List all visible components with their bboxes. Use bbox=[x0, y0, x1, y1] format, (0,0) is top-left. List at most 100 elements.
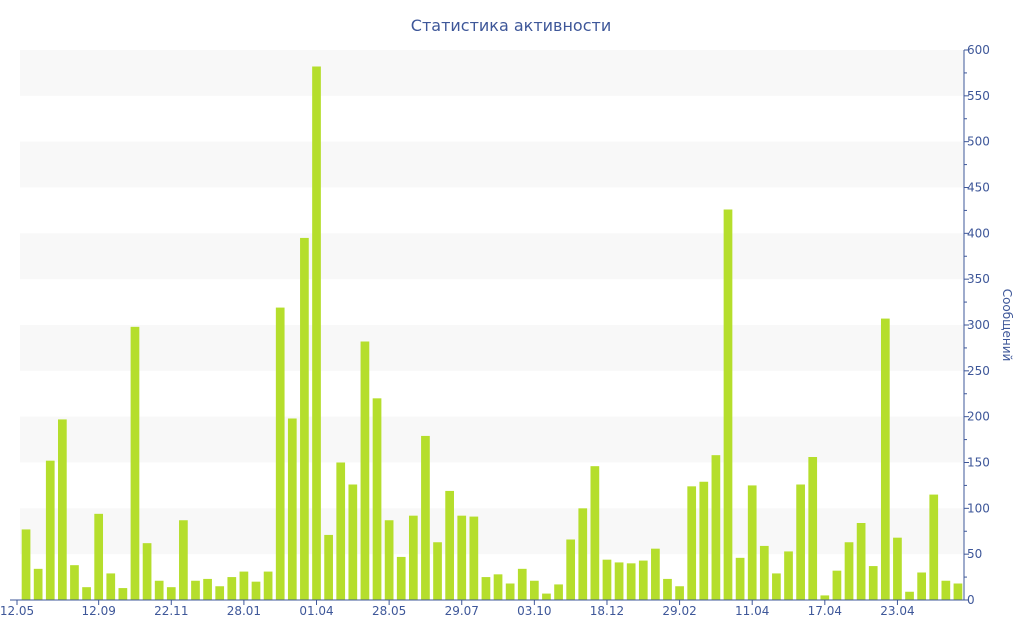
x-tick-label: 29.02 bbox=[662, 604, 696, 618]
bar bbox=[33, 568, 43, 600]
y-tick-label: 100 bbox=[967, 501, 990, 515]
y-tick-label: 350 bbox=[967, 272, 990, 286]
y-tick-label: 500 bbox=[967, 135, 990, 149]
bar bbox=[94, 513, 104, 600]
bar bbox=[457, 515, 467, 600]
grid-band bbox=[20, 508, 964, 555]
bar bbox=[808, 457, 818, 600]
bar bbox=[469, 516, 479, 600]
bar bbox=[953, 583, 963, 600]
y-axis: 0 50 100 150 200 250 300 350 400 450 500 550 600 bbox=[963, 43, 990, 607]
bar bbox=[493, 574, 503, 600]
y-axis-title: Сообщений bbox=[1000, 289, 1014, 362]
y-tick-label: 150 bbox=[967, 456, 990, 470]
bar bbox=[542, 593, 551, 600]
bar bbox=[336, 462, 346, 600]
bar bbox=[784, 551, 793, 600]
y-tick-label: 450 bbox=[967, 181, 990, 195]
bar bbox=[154, 580, 164, 600]
bar bbox=[517, 568, 527, 600]
bar bbox=[663, 578, 672, 600]
y-tick-label: 300 bbox=[967, 318, 990, 332]
bar bbox=[675, 586, 684, 600]
bar bbox=[433, 542, 442, 600]
bar bbox=[868, 566, 878, 600]
bar bbox=[239, 571, 249, 600]
y-tick-label: 250 bbox=[967, 364, 990, 378]
bar bbox=[554, 584, 563, 600]
y-tick-label: 200 bbox=[967, 410, 990, 424]
bar bbox=[348, 484, 358, 600]
bar bbox=[263, 571, 273, 600]
x-tick-label: 29.07 bbox=[445, 604, 479, 618]
x-tick-label: 28.05 bbox=[372, 604, 406, 618]
bar bbox=[275, 307, 285, 600]
chart-title: Статистика активности bbox=[411, 16, 611, 35]
x-axis: 12.05 12.09 22.11 28.01 01.04 28.05 29.07 03.10… bbox=[0, 599, 964, 618]
bar bbox=[215, 586, 225, 600]
bar bbox=[142, 543, 152, 600]
bar bbox=[651, 548, 660, 600]
bar bbox=[687, 486, 697, 600]
bar bbox=[590, 466, 600, 600]
bar bbox=[638, 560, 648, 600]
bar bbox=[832, 570, 842, 600]
x-tick-label: 12.09 bbox=[81, 604, 115, 618]
bar bbox=[421, 435, 430, 600]
bar bbox=[941, 580, 951, 600]
bar bbox=[614, 562, 624, 600]
grid-band bbox=[20, 141, 964, 188]
bar bbox=[130, 326, 140, 600]
bar bbox=[106, 573, 116, 600]
grid-band bbox=[20, 416, 964, 463]
bar bbox=[844, 542, 854, 600]
bar bbox=[58, 419, 67, 600]
bar bbox=[179, 520, 188, 600]
bar bbox=[118, 588, 128, 600]
bar bbox=[929, 494, 939, 600]
bar bbox=[566, 539, 576, 600]
y-tick-label: 400 bbox=[967, 226, 990, 240]
y-tick-label: 550 bbox=[967, 89, 990, 103]
bar bbox=[723, 209, 733, 600]
bar bbox=[324, 534, 333, 600]
x-tick-label: 11.04 bbox=[735, 604, 769, 618]
x-tick-label: 23.04 bbox=[880, 604, 914, 618]
bar bbox=[408, 515, 418, 600]
bar bbox=[70, 565, 79, 600]
x-tick-label: 22.11 bbox=[154, 604, 188, 618]
bar bbox=[287, 418, 297, 600]
grid-bands bbox=[20, 50, 964, 555]
bar bbox=[711, 455, 721, 600]
x-tick-label: 18.12 bbox=[590, 604, 624, 618]
bar bbox=[300, 237, 309, 601]
bar bbox=[626, 563, 636, 600]
bar bbox=[21, 529, 31, 600]
bar bbox=[530, 580, 539, 600]
y-tick-label: 50 bbox=[967, 547, 982, 561]
bar bbox=[251, 581, 261, 600]
bar bbox=[227, 577, 237, 600]
bar bbox=[505, 583, 515, 600]
bar bbox=[82, 587, 91, 600]
y-tick-label: 0 bbox=[967, 593, 975, 607]
bar bbox=[747, 485, 757, 600]
bar bbox=[796, 484, 805, 600]
bar bbox=[856, 523, 866, 600]
grid-band bbox=[20, 325, 964, 371]
x-tick-label: 12.05 bbox=[0, 604, 34, 618]
bar bbox=[312, 66, 321, 600]
y-tick-label: 600 bbox=[967, 43, 990, 57]
bar bbox=[893, 537, 902, 600]
bar bbox=[880, 318, 890, 600]
bar bbox=[360, 341, 370, 600]
bar bbox=[45, 460, 55, 600]
bar bbox=[735, 557, 745, 600]
bar bbox=[602, 559, 612, 600]
bar bbox=[759, 545, 769, 600]
bar bbox=[166, 587, 176, 600]
x-tick-label: 17.04 bbox=[808, 604, 842, 618]
bar bbox=[396, 556, 406, 600]
bar bbox=[372, 398, 382, 600]
